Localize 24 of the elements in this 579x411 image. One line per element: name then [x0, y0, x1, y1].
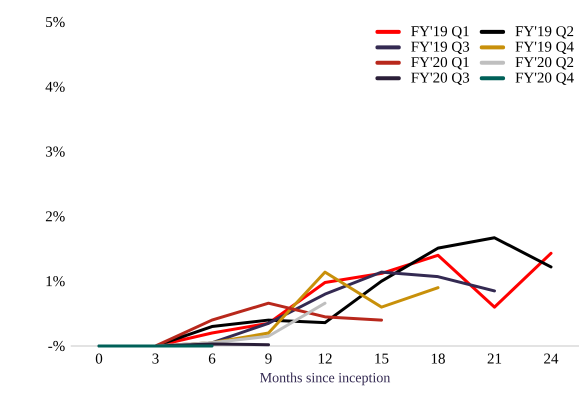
y-tick-label: -% [48, 340, 65, 352]
y-tick-label: 1% [46, 276, 65, 286]
x-tick-label: 21 [488, 354, 502, 364]
x-tick-label: 24 [544, 354, 558, 364]
x-axis-title: Months since inception [260, 372, 390, 386]
legend-label: FY'20 Q3 [411, 72, 470, 85]
legend-label: FY'19 Q2 [516, 26, 574, 39]
y-tick-label: 4% [46, 82, 65, 92]
legend-label: FY'19 Q3 [411, 42, 470, 54]
legend-label: FY'20 Q1 [411, 57, 469, 70]
y-tick-label: 5% [46, 16, 65, 28]
x-tick-label: 6 [208, 354, 216, 364]
x-tick-label: 15 [375, 354, 388, 364]
x-tick-label: 0 [96, 354, 102, 364]
legend-label: FY'19 Q1 [411, 26, 469, 39]
x-tick-label: 9 [265, 354, 272, 364]
y-tick-label: 3% [46, 146, 65, 157]
legend-label: FY'19 Q4 [516, 42, 574, 54]
y-tick-label: 2% [46, 211, 65, 222]
x-tick-label: 3 [152, 354, 159, 364]
legend-label: FY'20 Q4 [516, 72, 574, 85]
legend-label: FY'20 Q2 [516, 57, 574, 70]
x-tick-label: 18 [432, 354, 445, 364]
x-tick-label: 12 [318, 354, 332, 364]
